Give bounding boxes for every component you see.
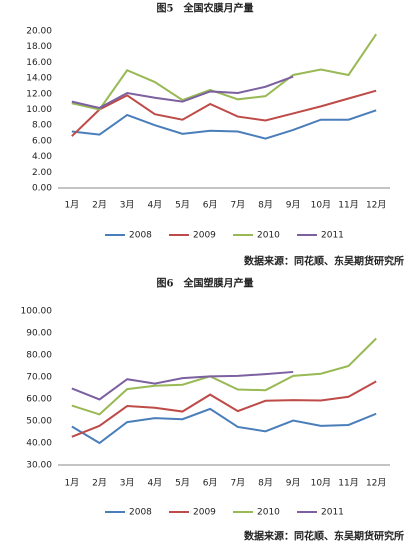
y-tick-label: 2.00 bbox=[32, 168, 52, 178]
y-tick-label: 30.00 bbox=[26, 461, 52, 471]
x-tick-label: 12月 bbox=[366, 478, 386, 489]
x-tick-label: 5月 bbox=[175, 200, 190, 211]
series-line bbox=[71, 33, 377, 111]
x-tick-label: 7月 bbox=[230, 478, 245, 489]
x-tick-label: 9月 bbox=[286, 200, 301, 211]
x-tick-label: 12月 bbox=[366, 200, 386, 211]
legend-label: 2010 bbox=[257, 231, 280, 241]
legend-label: 2011 bbox=[321, 508, 344, 518]
series-line bbox=[71, 380, 377, 438]
y-tick-label: 6.00 bbox=[32, 136, 52, 146]
y-tick-label: 40.00 bbox=[26, 439, 52, 449]
y-tick-label: 12.00 bbox=[26, 89, 52, 99]
x-tick-label: 10月 bbox=[311, 478, 331, 489]
series-line bbox=[71, 337, 377, 416]
y-tick-label: 60.00 bbox=[26, 395, 52, 405]
x-tick-label: 10月 bbox=[311, 200, 331, 211]
y-tick-label: 0.00 bbox=[32, 184, 52, 194]
source: 数据来源：同花顺、东吴期货研究所 bbox=[244, 530, 404, 543]
legend-label: 2008 bbox=[129, 231, 152, 241]
x-tick-label: 6月 bbox=[203, 478, 218, 489]
y-tick-label: 80.00 bbox=[26, 351, 52, 361]
legend-label: 2008 bbox=[129, 508, 152, 518]
x-tick-label: 2月 bbox=[92, 478, 107, 489]
legend-label: 2011 bbox=[321, 231, 344, 241]
chart-title: 图6 全国塑膜月产量 bbox=[157, 277, 254, 290]
x-tick-label: 8月 bbox=[258, 200, 273, 211]
series-line bbox=[71, 109, 377, 140]
x-tick-label: 6月 bbox=[203, 200, 218, 211]
y-tick-label: 14.00 bbox=[26, 74, 52, 84]
series-line bbox=[71, 370, 294, 401]
y-tick-label: 16.00 bbox=[26, 58, 52, 68]
x-tick-label: 3月 bbox=[120, 478, 135, 489]
x-tick-label: 4月 bbox=[147, 478, 162, 489]
x-tick-label: 11月 bbox=[338, 478, 358, 489]
y-tick-label: 10.00 bbox=[26, 105, 52, 115]
x-tick-label: 1月 bbox=[64, 478, 79, 489]
x-tick-label: 3月 bbox=[120, 200, 135, 211]
series-line bbox=[71, 75, 294, 109]
y-tick-label: 4.00 bbox=[32, 152, 52, 162]
x-tick-label: 9月 bbox=[286, 478, 301, 489]
x-tick-label: 8月 bbox=[258, 478, 273, 489]
series-line bbox=[71, 407, 377, 445]
chart-title: 图5 全国农膜月产量 bbox=[157, 2, 254, 15]
x-tick-label: 2月 bbox=[92, 200, 107, 211]
x-tick-label: 4月 bbox=[147, 200, 162, 211]
source: 数据来源：同花顺、东吴期货研究所 bbox=[244, 255, 404, 268]
y-tick-label: 50.00 bbox=[26, 417, 52, 427]
y-tick-label: 8.00 bbox=[32, 121, 52, 131]
legend-label: 2009 bbox=[193, 508, 216, 518]
y-tick-label: 18.00 bbox=[26, 42, 52, 52]
x-tick-label: 7月 bbox=[230, 200, 245, 211]
x-tick-label: 1月 bbox=[64, 200, 79, 211]
y-tick-label: 90.00 bbox=[26, 329, 52, 339]
legend-label: 2009 bbox=[193, 231, 216, 241]
y-tick-label: 100.00 bbox=[21, 307, 53, 317]
y-tick-label: 70.00 bbox=[26, 373, 52, 383]
x-tick-label: 5月 bbox=[175, 478, 190, 489]
series-line bbox=[71, 89, 377, 137]
y-tick-label: 20.00 bbox=[26, 27, 52, 37]
x-tick-label: 11月 bbox=[338, 200, 358, 211]
legend-label: 2010 bbox=[257, 508, 280, 518]
